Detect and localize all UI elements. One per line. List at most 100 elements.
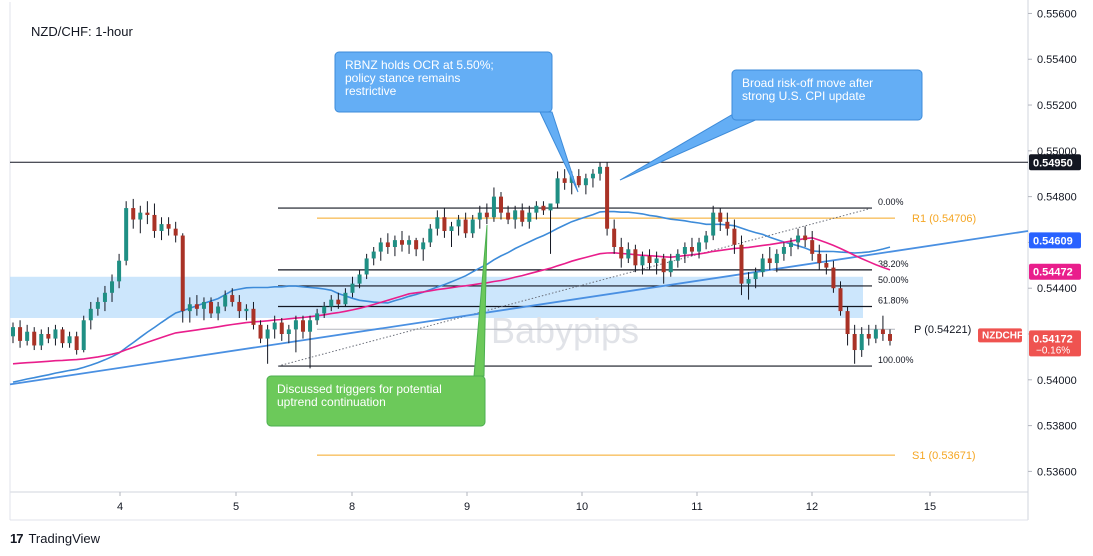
- candle-body: [414, 240, 419, 250]
- candle-body: [845, 311, 850, 335]
- price-label-ma-0: 0.54609: [1033, 235, 1073, 247]
- candle: [718, 208, 723, 231]
- candle-body: [491, 196, 496, 218]
- candle-body: [343, 292, 348, 305]
- candle-body: [534, 205, 539, 213]
- candle-body: [60, 329, 65, 344]
- candle: [888, 329, 892, 346]
- candle: [767, 247, 772, 270]
- candle-body: [223, 295, 228, 307]
- candle: [491, 187, 496, 222]
- candle: [102, 285, 107, 312]
- candle-body: [279, 322, 284, 335]
- candle-body: [201, 301, 206, 309]
- current-price: 0.54172: [1033, 333, 1073, 345]
- tradingview-footer: 17 TradingView: [10, 529, 100, 547]
- candle: [506, 205, 511, 225]
- candle: [39, 329, 44, 351]
- candle-body: [166, 224, 171, 229]
- annotation-uptrend: Discussed triggers for potentialuptrend …: [266, 224, 488, 427]
- candle-body: [385, 242, 390, 247]
- candle: [152, 203, 157, 238]
- candle: [11, 322, 15, 344]
- candle-body: [619, 247, 624, 259]
- candle-body: [357, 274, 362, 284]
- candle: [110, 274, 115, 302]
- candle: [67, 331, 72, 348]
- candle-body: [237, 301, 242, 312]
- candle-body: [456, 219, 461, 227]
- candle-body: [88, 308, 93, 321]
- y-tick-label: 0.55600: [1037, 8, 1077, 20]
- candle-body: [336, 299, 341, 305]
- candle: [499, 192, 504, 220]
- candle-body: [711, 212, 716, 236]
- annotation-rbnz-text: policy stance remains: [345, 71, 460, 85]
- candle: [18, 320, 23, 348]
- candle-body: [668, 260, 673, 273]
- support-zone: [10, 276, 863, 318]
- symbol-tag-bg: [978, 328, 1022, 343]
- annotation-rbnz-text: RBNZ holds OCR at 5.50%;: [345, 58, 494, 72]
- tradingview-brand: TradingView: [28, 530, 101, 546]
- candle: [343, 288, 348, 307]
- candle-body: [209, 301, 214, 314]
- candle-body: [788, 242, 793, 247]
- candle-body: [449, 226, 454, 231]
- candle: [230, 288, 235, 307]
- candle: [548, 203, 553, 254]
- candle-body: [598, 166, 603, 174]
- candle: [428, 224, 433, 247]
- candle: [590, 169, 595, 188]
- candle: [647, 249, 652, 270]
- candle-body: [817, 253, 822, 264]
- candle: [527, 205, 532, 229]
- candle-body: [117, 260, 122, 282]
- candle-body: [124, 208, 129, 261]
- candle-body: [32, 331, 37, 346]
- y-tick-label: 0.55400: [1037, 54, 1077, 66]
- candle: [244, 304, 249, 321]
- annotation-rbnz-text: restrictive: [345, 84, 397, 98]
- candle: [711, 205, 716, 241]
- candle-body: [308, 320, 313, 332]
- candle-body: [421, 242, 426, 250]
- candle-body: [803, 235, 808, 241]
- y-tick-label: 0.54000: [1037, 375, 1077, 387]
- candle: [626, 242, 631, 264]
- candle: [74, 331, 79, 355]
- candle-body: [640, 256, 645, 266]
- candle: [216, 301, 221, 321]
- candle: [131, 198, 136, 229]
- candle: [435, 210, 440, 236]
- candle: [378, 237, 383, 261]
- candle-body: [364, 258, 369, 275]
- candle-body: [145, 212, 150, 215]
- candle: [562, 169, 567, 190]
- candle-body: [216, 306, 221, 314]
- candle-body: [81, 320, 86, 351]
- s1-label: S1 (0.53671): [912, 450, 976, 462]
- candle-body: [689, 247, 694, 252]
- candle-body: [838, 288, 843, 312]
- candle: [32, 327, 37, 351]
- candle-body: [442, 217, 447, 231]
- candle: [251, 301, 256, 330]
- candle-body: [576, 176, 581, 186]
- candle: [753, 267, 758, 289]
- candle: [201, 297, 206, 321]
- candle-body: [300, 320, 305, 332]
- candle-body: [682, 247, 687, 254]
- price-label-ma-1-bg: [1029, 263, 1081, 280]
- candle: [824, 253, 829, 275]
- candle: [746, 272, 751, 300]
- annotation-uptrend-text: Discussed triggers for potential: [277, 382, 442, 396]
- candle: [421, 237, 426, 261]
- candle-body: [873, 329, 878, 339]
- candle-body: [265, 329, 270, 339]
- r1-label: R1 (0.54706): [912, 213, 976, 225]
- candle-body: [110, 281, 115, 293]
- candle: [329, 295, 334, 312]
- candle: [675, 249, 680, 268]
- candle: [237, 295, 242, 318]
